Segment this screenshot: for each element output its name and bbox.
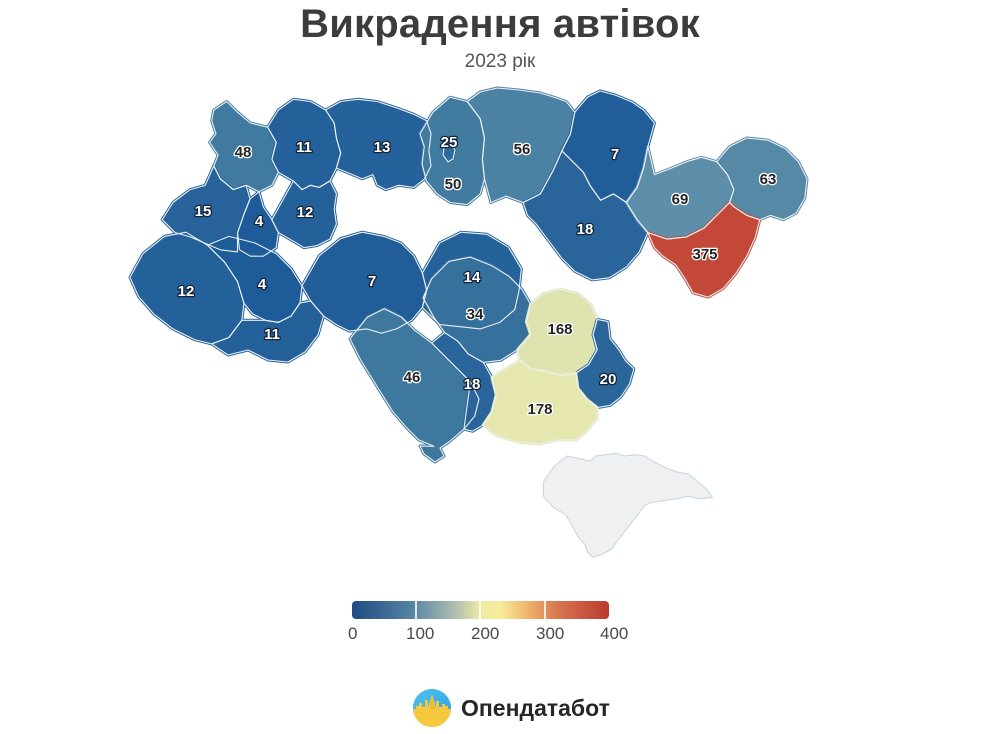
svg-text:12: 12	[178, 283, 195, 300]
svg-text:18: 18	[464, 376, 481, 393]
svg-text:48: 48	[235, 144, 252, 161]
svg-text:7: 7	[611, 146, 619, 163]
svg-text:178: 178	[527, 401, 552, 418]
svg-text:25: 25	[441, 134, 458, 151]
svg-text:56: 56	[514, 141, 531, 158]
svg-text:63: 63	[760, 171, 777, 188]
svg-text:69: 69	[672, 191, 689, 208]
svg-text:11: 11	[264, 326, 280, 343]
svg-text:11: 11	[296, 139, 312, 156]
svg-text:375: 375	[692, 246, 717, 263]
svg-text:168: 168	[547, 321, 572, 338]
svg-text:4: 4	[258, 276, 267, 293]
svg-text:13: 13	[374, 139, 391, 156]
svg-text:50: 50	[445, 176, 462, 193]
svg-text:15: 15	[195, 203, 212, 220]
svg-text:14: 14	[464, 269, 481, 286]
svg-text:20: 20	[600, 371, 617, 388]
svg-text:18: 18	[577, 221, 594, 238]
svg-text:34: 34	[467, 306, 484, 323]
svg-text:12: 12	[297, 204, 314, 221]
svg-text:7: 7	[368, 273, 376, 290]
svg-text:4: 4	[255, 213, 264, 230]
svg-text:46: 46	[404, 369, 421, 386]
